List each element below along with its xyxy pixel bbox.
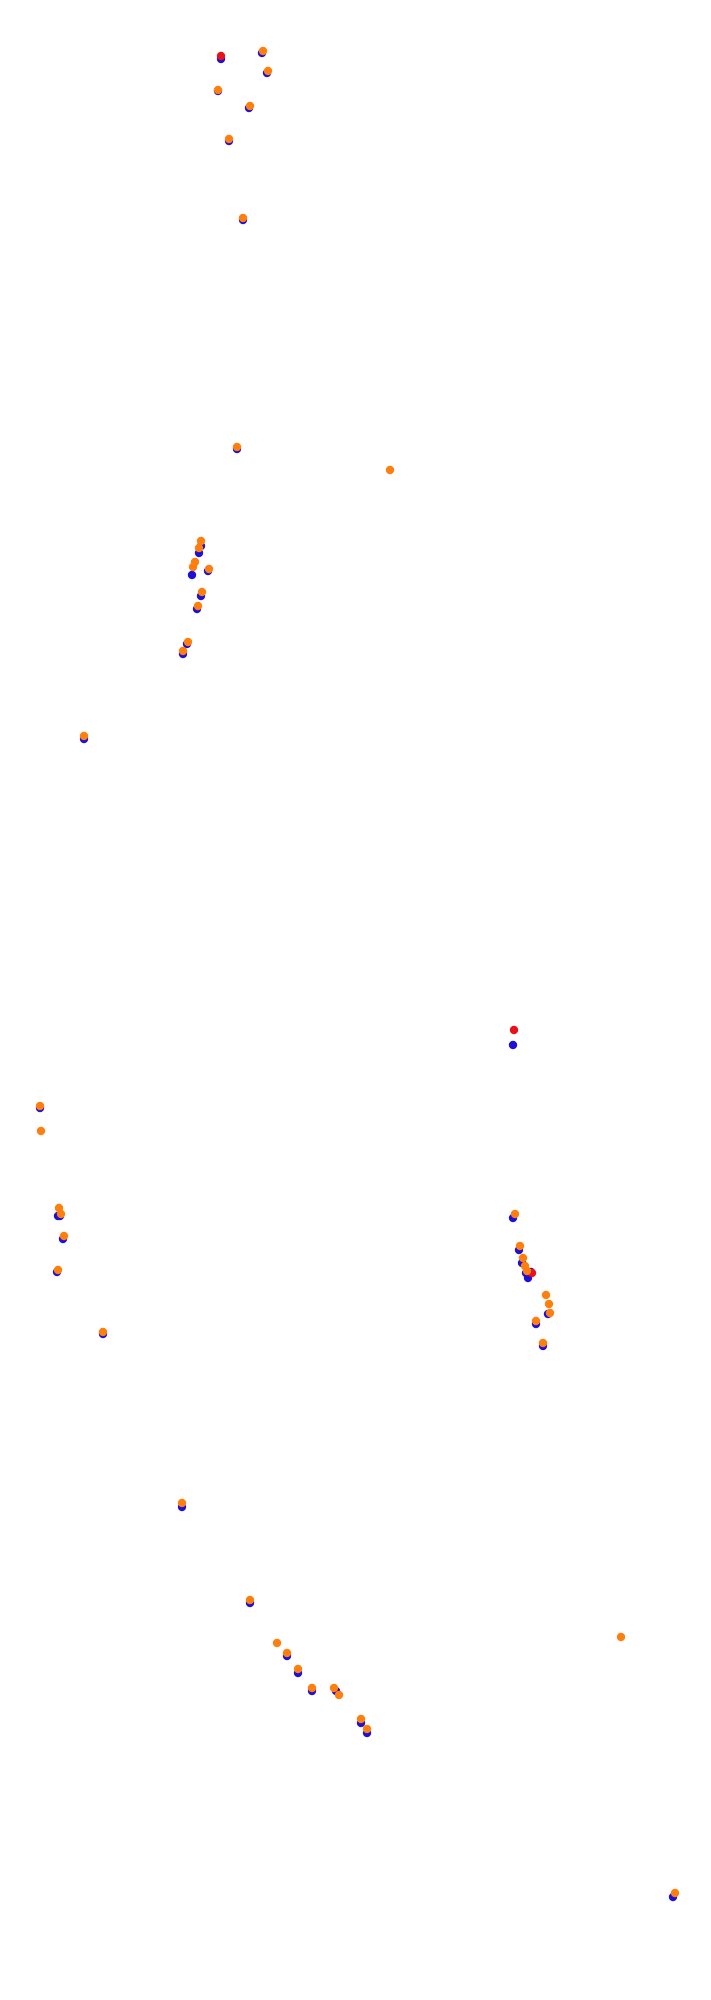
data-point [263, 66, 273, 76]
data-point [509, 1025, 519, 1035]
series-2 [35, 46, 680, 1898]
data-point [216, 51, 226, 61]
data-point [213, 85, 223, 95]
data-point [59, 1231, 69, 1241]
data-point [518, 1253, 528, 1263]
data-point [177, 1498, 187, 1508]
data-point [178, 646, 188, 656]
data-point [531, 1316, 541, 1326]
data-point [204, 564, 214, 574]
data-point [53, 1265, 63, 1275]
data-point [538, 1338, 548, 1348]
data-point [183, 637, 193, 647]
data-point [232, 442, 242, 452]
data-point [544, 1299, 554, 1309]
data-point [56, 1209, 66, 1219]
data-point [197, 587, 207, 597]
data-point [362, 1724, 372, 1734]
data-point [194, 543, 204, 553]
data-point [545, 1308, 555, 1318]
data-point [356, 1714, 366, 1724]
data-point [385, 465, 395, 475]
data-point [307, 1683, 317, 1693]
data-point [224, 134, 234, 144]
data-point [196, 536, 206, 546]
data-point [334, 1690, 344, 1700]
series-0 [35, 48, 678, 1902]
data-point [238, 213, 248, 223]
data-point [258, 46, 268, 56]
data-point [616, 1632, 626, 1642]
data-point [515, 1241, 525, 1251]
data-point [541, 1290, 551, 1300]
scatter-points-layer [35, 46, 680, 1902]
data-point [245, 1595, 255, 1605]
data-point [193, 601, 203, 611]
data-point [188, 562, 198, 572]
data-point [282, 1648, 292, 1658]
data-point [245, 101, 255, 111]
data-point [293, 1664, 303, 1674]
data-point [510, 1209, 520, 1219]
data-point [508, 1040, 518, 1050]
data-point [329, 1683, 339, 1693]
data-point [36, 1126, 46, 1136]
data-point [187, 570, 197, 580]
data-point [35, 1101, 45, 1111]
data-point [522, 1266, 532, 1276]
data-point [98, 1327, 108, 1337]
data-point [79, 731, 89, 741]
data-point [670, 1888, 680, 1898]
data-point [272, 1638, 282, 1648]
series-1 [216, 51, 537, 1278]
